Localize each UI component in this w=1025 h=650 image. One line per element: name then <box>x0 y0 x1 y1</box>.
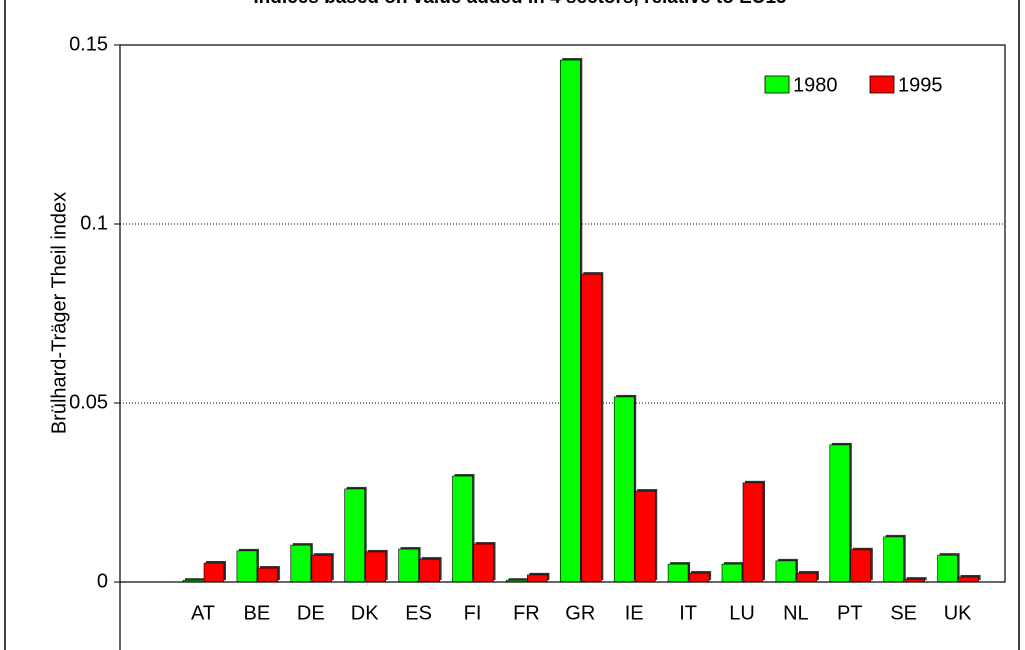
bar <box>829 444 851 583</box>
chart-title: Indices based on value added in 4 sector… <box>253 0 787 8</box>
x-tick-label: FI <box>464 602 482 624</box>
x-tick-label: UK <box>944 602 972 624</box>
outer-frame <box>4 0 1020 650</box>
bar <box>613 396 635 583</box>
bar <box>937 554 958 583</box>
x-tick-label: DK <box>351 602 379 624</box>
bar <box>527 574 548 583</box>
bar <box>559 59 581 583</box>
bar-shadow <box>906 577 927 580</box>
x-tick-label: IE <box>625 602 644 624</box>
bar <box>473 543 494 583</box>
bar <box>236 550 258 583</box>
x-tick-label: BE <box>244 602 271 624</box>
bar <box>796 572 818 583</box>
bar <box>257 567 279 583</box>
y-tick-label: 0.1 <box>80 212 108 234</box>
y-axis-label: Brülhard-Träger Theil index <box>48 192 70 434</box>
bar <box>850 549 872 583</box>
bar <box>883 536 905 583</box>
x-tick-label: LU <box>729 602 755 624</box>
x-tick-label: SE <box>890 602 917 624</box>
legend-swatch <box>764 75 790 94</box>
bar <box>311 554 333 583</box>
y-tick-label: 0.05 <box>69 391 108 413</box>
y-tick-label: 0.15 <box>69 33 108 55</box>
x-tick-label: GR <box>565 602 595 624</box>
x-tick-label: DE <box>297 602 325 624</box>
bar <box>667 563 689 583</box>
x-tick-label: PT <box>837 602 863 624</box>
bar <box>290 544 312 583</box>
bar <box>721 563 743 583</box>
legend-swatch <box>869 75 895 94</box>
bar <box>634 490 656 583</box>
bar-shadow <box>508 578 529 580</box>
bar <box>742 482 764 583</box>
bar <box>452 475 473 583</box>
bar-shadow <box>185 578 205 580</box>
bar <box>365 551 387 583</box>
bar <box>344 488 366 583</box>
legend-label: 1980 <box>793 74 838 96</box>
x-tick-label: AT <box>191 602 215 624</box>
bar <box>958 576 979 583</box>
plot-frame <box>119 44 1006 583</box>
bar <box>419 558 440 583</box>
bar <box>203 562 225 583</box>
legend-label: 1995 <box>898 74 943 96</box>
bar <box>775 560 797 583</box>
x-tick-label: FR <box>513 602 540 624</box>
x-tick-label: IT <box>679 602 697 624</box>
y-tick-label: 0 <box>97 570 108 592</box>
bar <box>580 273 602 583</box>
bar <box>688 572 710 583</box>
x-tick-label: NL <box>783 602 809 624</box>
bar <box>398 548 419 583</box>
x-tick-label: ES <box>405 602 432 624</box>
